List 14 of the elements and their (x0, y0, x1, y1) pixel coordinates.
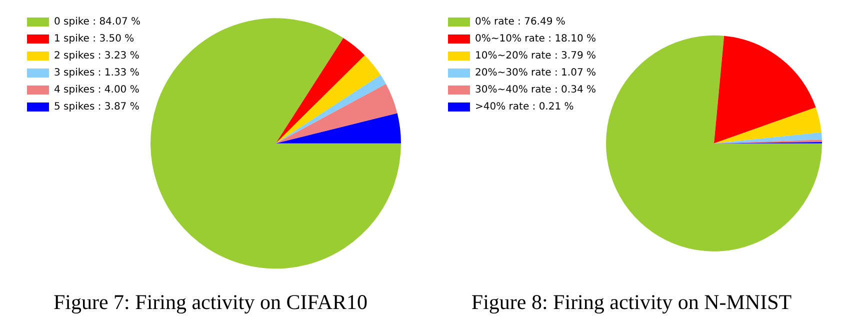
legend-label: 3 spikes : 1.33 % (54, 68, 140, 79)
legend-label: 1 spike : 3.50 % (54, 34, 134, 45)
legend-label: 0 spike : 84.07 % (54, 16, 140, 28)
legend-label: 2 spikes : 3.23 % (54, 50, 140, 62)
text: Figure 8: Firing activity on N-MNIST (471, 290, 792, 314)
legend-label: 4 spikes : 4.00 % (54, 84, 140, 96)
legend-label: 20%~30% rate : 1.07 % (475, 68, 596, 79)
legend-label: 0% rate : 76.49 % (475, 16, 566, 28)
legend-label: >40% rate : 0.21 % (475, 102, 574, 113)
legend-label: 30%~40% rate : 0.34 % (475, 84, 596, 96)
legend-label: 0%~10% rate : 18.10 % (475, 34, 596, 45)
legend-label: 5 spikes : 3.87 % (54, 102, 140, 113)
legend-label: 10%~20% rate : 3.79 % (475, 50, 596, 62)
text: Figure 7: Firing activity on CIFAR10 (53, 290, 368, 314)
